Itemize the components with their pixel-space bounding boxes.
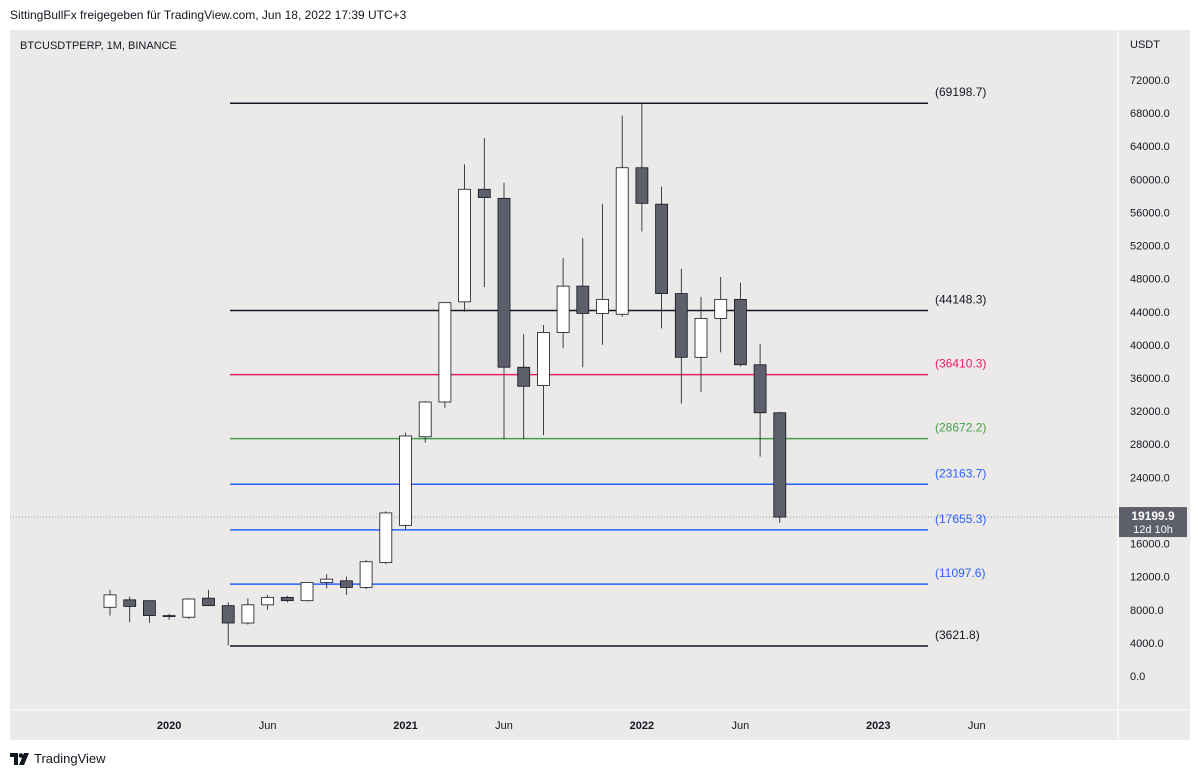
candle-body-up[interactable] — [438, 302, 452, 403]
price-axis-tick: 4000.0 — [1130, 638, 1164, 650]
candle-body-up[interactable] — [714, 298, 728, 319]
candle-body-up[interactable] — [596, 298, 609, 314]
candle-body-up[interactable] — [320, 578, 334, 583]
price-axis-tick: 52000.0 — [1130, 241, 1170, 253]
candle-body-up[interactable] — [261, 596, 275, 606]
candle-body-down[interactable] — [734, 298, 747, 366]
candle-body-up[interactable] — [241, 604, 255, 624]
time-axis-tick: Jun — [968, 720, 986, 732]
horizontal-level-label: (36410.3) — [935, 357, 986, 371]
price-axis-tick: 72000.0 — [1130, 75, 1170, 87]
price-axis-tick: 16000.0 — [1130, 539, 1170, 551]
price-axis-tick: 40000.0 — [1130, 340, 1170, 352]
candle-body-up[interactable] — [615, 167, 629, 315]
price-axis-tick: 24000.0 — [1130, 472, 1170, 484]
price-axis-currency: USDT — [1130, 39, 1160, 51]
price-axis-tick: 68000.0 — [1130, 108, 1170, 120]
candle-body-up[interactable] — [399, 435, 412, 526]
candle-body-down[interactable] — [576, 285, 590, 314]
candle-body-up[interactable] — [379, 512, 393, 563]
horizontal-level-label: (28672.2) — [935, 421, 986, 435]
horizontal-level-label: (3621.8) — [935, 628, 980, 642]
tradingview-brand-label: TradingView — [34, 751, 106, 766]
candle-body-down[interactable] — [477, 188, 491, 198]
time-axis-tick: Jun — [732, 720, 750, 732]
time-axis-tick: Jun — [259, 720, 277, 732]
candle-body-up[interactable] — [694, 317, 708, 358]
tradingview-logo-icon — [10, 752, 29, 765]
candle-body-down[interactable] — [655, 203, 668, 294]
price-axis-tick: 12000.0 — [1130, 572, 1170, 584]
candle-body-down[interactable] — [280, 596, 294, 602]
time-axis-tick: 2023 — [866, 720, 890, 732]
price-axis-tick: 44000.0 — [1130, 307, 1170, 319]
price-axis-tick: 28000.0 — [1130, 439, 1170, 451]
candle-body-down[interactable] — [202, 597, 215, 607]
candlestick-chart[interactable]: USDT0.04000.08000.012000.016000.020000.0… — [10, 30, 1190, 740]
bar-countdown: 12d 10h — [1133, 524, 1173, 536]
last-price-value: 19199.9 — [1131, 509, 1175, 523]
price-axis-tick: 32000.0 — [1130, 406, 1170, 418]
candle-body-down[interactable] — [753, 364, 767, 414]
time-axis-tick: 2021 — [393, 720, 417, 732]
last-price-badge — [1119, 507, 1187, 538]
horizontal-level-label: (44148.3) — [935, 293, 986, 307]
candle-body-up[interactable] — [458, 188, 472, 303]
horizontal-level-label: (23163.7) — [935, 466, 986, 480]
candle-body-down[interactable] — [635, 167, 649, 204]
candle-body-down[interactable] — [162, 615, 176, 617]
candle-body-up[interactable] — [300, 582, 314, 602]
price-axis-tick: 36000.0 — [1130, 373, 1170, 385]
candle-body-up[interactable] — [182, 598, 196, 618]
horizontal-level-label: (11097.6) — [935, 566, 985, 580]
candle-body-up[interactable] — [359, 561, 373, 588]
candle-body-up[interactable] — [103, 594, 117, 608]
horizontal-level-label: (69198.7) — [935, 85, 986, 99]
time-axis-tick: 2020 — [157, 720, 181, 732]
candle-body-down[interactable] — [517, 366, 531, 387]
time-axis-tick: 2022 — [630, 720, 654, 732]
candle-body-up[interactable] — [537, 332, 550, 386]
shared-by-header: SittingBullFx freigegeben für TradingVie… — [10, 8, 407, 22]
candle-body-down[interactable] — [221, 605, 235, 624]
time-axis-tick: Jun — [495, 720, 513, 732]
candle-body-up[interactable] — [418, 401, 432, 438]
price-axis-tick: 64000.0 — [1130, 141, 1170, 153]
candle-body-down[interactable] — [497, 197, 511, 368]
candle-body-down[interactable] — [123, 599, 137, 607]
horizontal-level-label: (17655.3) — [935, 512, 986, 526]
price-axis-tick: 60000.0 — [1130, 174, 1170, 186]
price-axis-tick: 56000.0 — [1130, 207, 1170, 219]
chart-panel[interactable]: USDT0.04000.08000.012000.016000.020000.0… — [10, 30, 1190, 740]
candle-body-down[interactable] — [339, 580, 353, 588]
price-axis-tick: 8000.0 — [1130, 605, 1164, 617]
tradingview-brand[interactable]: TradingView — [10, 751, 106, 766]
candle-body-up[interactable] — [556, 285, 570, 333]
symbol-label: BTCUSDTPERP, 1M, BINANCE — [20, 40, 177, 52]
candle-body-down[interactable] — [674, 293, 688, 358]
candle-body-down[interactable] — [773, 412, 787, 518]
price-axis-tick: 48000.0 — [1130, 274, 1170, 286]
price-axis-tick: 0.0 — [1130, 671, 1145, 683]
candle-body-down[interactable] — [142, 600, 156, 616]
